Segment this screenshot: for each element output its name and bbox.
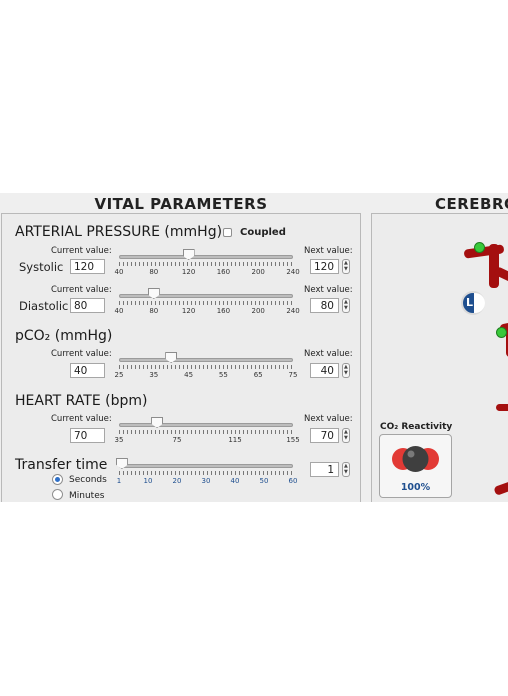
pco2-slider-thumb[interactable] — [165, 352, 178, 363]
tick-label: 1 — [116, 477, 122, 485]
coupled-label: Coupled — [240, 227, 286, 238]
systolic-slider-track[interactable] — [119, 255, 293, 259]
heart-rate-slider-ticks — [119, 430, 293, 434]
pco2-next-input[interactable]: 40 — [310, 363, 339, 378]
tick-label: 40 — [114, 268, 124, 276]
tick-label: 75 — [288, 371, 298, 379]
tick-label: 25 — [114, 371, 124, 379]
badge-half — [474, 293, 485, 313]
badge-letter: L — [466, 296, 474, 309]
systolic-current-label: Current value: — [51, 246, 112, 256]
diastolic-current-label: Current value: — [51, 285, 112, 295]
diastolic-next-input[interactable]: 80 — [310, 298, 339, 313]
seconds-label: Seconds — [69, 475, 107, 485]
systolic-label: Systolic — [19, 260, 64, 274]
cerebro-panel: L CO₂ Reactivity 100% — [371, 213, 508, 502]
systolic-current-field: 120 — [70, 259, 105, 274]
tick-label: 35 — [114, 436, 124, 444]
tick-label: 200 — [251, 307, 265, 315]
diastolic-slider-thumb[interactable] — [147, 288, 160, 299]
artery-segment — [496, 404, 508, 411]
tick-label: 45 — [184, 371, 194, 379]
transfer-slider-thumb[interactable] — [115, 458, 128, 469]
tick-label: 200 — [251, 268, 265, 276]
tick-label: 40 — [230, 477, 240, 485]
left-hemisphere-badge[interactable]: L — [461, 291, 485, 315]
co2-reactivity-button[interactable]: 100% — [379, 434, 452, 498]
tick-label: 10 — [143, 477, 153, 485]
app-window: VITAL PARAMETERS CEREBRO ARTERIAL PRESSU… — [0, 193, 508, 502]
minutes-label: Minutes — [69, 491, 105, 501]
diastolic-current-field: 80 — [70, 298, 105, 313]
tick-label: 50 — [259, 477, 269, 485]
tick-label: 240 — [286, 268, 300, 276]
tick-label: 80 — [149, 307, 159, 315]
heart-rate-current-label: Current value: — [51, 414, 112, 424]
transfer-next-input[interactable]: 1 — [310, 462, 339, 477]
systolic-next-input[interactable]: 120 — [310, 259, 339, 274]
tick-label: 120 — [181, 268, 196, 276]
pco2-current-label: Current value: — [51, 349, 112, 359]
heart-rate-slider-track[interactable] — [119, 423, 293, 427]
transfer-slider-track[interactable] — [119, 464, 293, 468]
transfer-spinner[interactable]: ▲ ▼ — [342, 462, 350, 477]
tick-label: 240 — [286, 307, 300, 315]
systolic-slider-ticks — [119, 262, 293, 266]
tick-label: 35 — [149, 371, 159, 379]
tick-label: 155 — [286, 436, 300, 444]
tick-label: 115 — [228, 436, 242, 444]
tick-label: 55 — [218, 371, 228, 379]
tick-label: 160 — [216, 268, 231, 276]
tick-label: 30 — [201, 477, 211, 485]
diastolic-slider-ticks — [119, 301, 293, 305]
heart-rate-next-input[interactable]: 70 — [310, 428, 339, 443]
heart-rate-spinner[interactable]: ▲ ▼ — [342, 428, 350, 443]
tick-label: 160 — [216, 307, 231, 315]
systolic-next-label: Next value: — [304, 246, 353, 256]
heart-rate-slider-thumb[interactable] — [151, 417, 164, 428]
pco2-title: pCO₂ (mmHg) — [15, 328, 113, 344]
co2-reactivity-title: CO₂ Reactivity — [380, 422, 453, 432]
co2-reactivity-percent: 100% — [400, 482, 431, 493]
artery-segment — [506, 329, 508, 357]
arterial-pressure-title: ARTERIAL PRESSURE (mmHg) — [15, 224, 223, 240]
tick-label: 120 — [181, 307, 196, 315]
diastolic-spinner[interactable]: ▲ ▼ — [342, 298, 350, 313]
tick-label: 60 — [288, 477, 298, 485]
co2-molecule-icon — [392, 446, 439, 472]
tick-label: 40 — [114, 307, 124, 315]
seconds-radio[interactable] — [52, 474, 63, 485]
pco2-slider-track[interactable] — [119, 358, 293, 362]
systolic-spinner[interactable]: ▲ ▼ — [342, 259, 350, 274]
tick-label: 75 — [172, 436, 182, 444]
tick-label: 20 — [172, 477, 182, 485]
vessel-node[interactable] — [474, 242, 485, 253]
heart-rate-next-label: Next value: — [304, 414, 353, 424]
pco2-current-field: 40 — [70, 363, 105, 378]
artery-segment — [493, 477, 508, 496]
pco2-slider-ticks — [119, 365, 293, 369]
heart-rate-title: HEART RATE (bpm) — [15, 393, 148, 409]
diastolic-label: Diastolic — [19, 299, 69, 313]
pco2-next-label: Next value: — [304, 349, 353, 359]
systolic-slider-thumb[interactable] — [182, 249, 195, 260]
tick-label: 65 — [253, 371, 263, 379]
diastolic-next-label: Next value: — [304, 285, 353, 295]
vital-parameters-panel: ARTERIAL PRESSURE (mmHg) Coupled Current… — [1, 213, 361, 502]
diastolic-slider-track[interactable] — [119, 294, 293, 298]
vessel-node[interactable] — [496, 327, 507, 338]
artery-segment — [489, 244, 499, 288]
coupled-checkbox[interactable] — [223, 228, 232, 237]
tick-label: 80 — [149, 268, 159, 276]
minutes-radio[interactable] — [52, 489, 63, 500]
transfer-time-title: Transfer time — [15, 457, 108, 473]
vital-parameters-header: VITAL PARAMETERS — [94, 195, 268, 213]
transfer-slider-ticks — [119, 471, 293, 475]
cerebro-header: CEREBRO — [435, 195, 508, 213]
pco2-spinner[interactable]: ▲ ▼ — [342, 363, 350, 378]
heart-rate-current-field: 70 — [70, 428, 105, 443]
